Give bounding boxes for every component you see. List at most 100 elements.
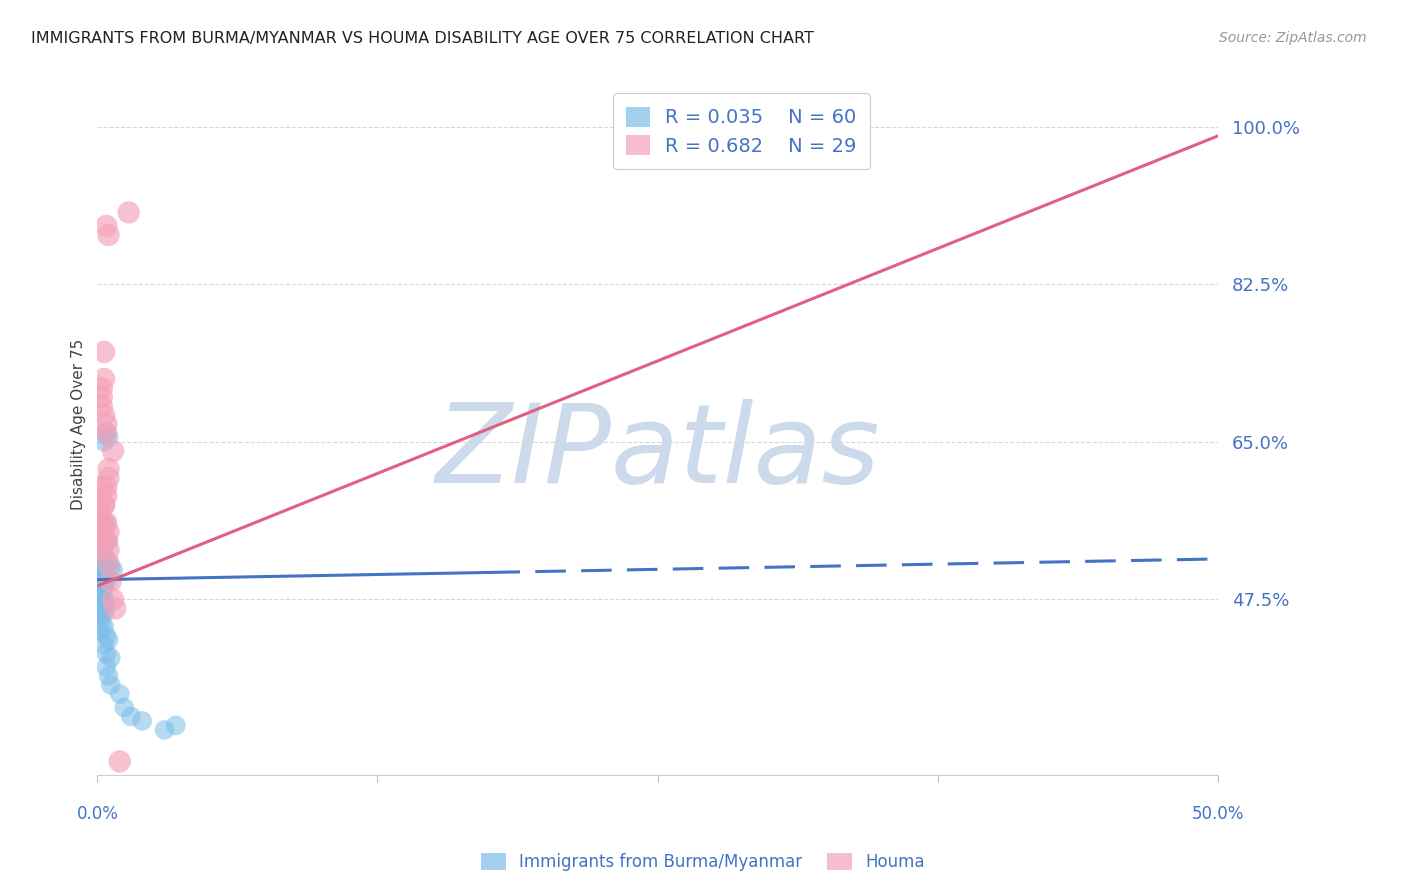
Point	[90, 599, 112, 613]
Point	[96, 516, 118, 530]
Point	[97, 557, 120, 571]
Point	[90, 529, 112, 543]
Point	[90, 571, 112, 585]
Point	[101, 592, 124, 607]
Text: 50.0%: 50.0%	[1191, 805, 1244, 823]
Point	[96, 516, 118, 530]
Point	[100, 561, 122, 575]
Point	[96, 417, 118, 431]
Point	[90, 590, 112, 604]
Text: IMMIGRANTS FROM BURMA/MYANMAR VS HOUMA DISABILITY AGE OVER 75 CORRELATION CHART: IMMIGRANTS FROM BURMA/MYANMAR VS HOUMA D…	[31, 31, 814, 46]
Point	[93, 408, 115, 422]
Point	[96, 660, 118, 674]
Point	[89, 624, 111, 638]
Point	[89, 597, 111, 611]
Point	[131, 714, 153, 728]
Point	[93, 619, 115, 633]
Point	[90, 390, 112, 404]
Point	[93, 577, 115, 591]
Point	[101, 444, 124, 458]
Text: 0.0%: 0.0%	[76, 805, 118, 823]
Point	[93, 578, 115, 592]
Point	[90, 381, 112, 395]
Point	[97, 430, 120, 444]
Point	[93, 574, 115, 589]
Point	[93, 606, 115, 620]
Point	[96, 647, 118, 661]
Point	[90, 572, 112, 586]
Point	[93, 498, 115, 512]
Point	[90, 583, 112, 598]
Point	[96, 489, 118, 503]
Point	[89, 561, 111, 575]
Point	[97, 227, 120, 242]
Point	[97, 669, 120, 683]
Point	[96, 533, 118, 548]
Point	[89, 570, 111, 584]
Point	[90, 581, 112, 595]
Point	[97, 557, 120, 571]
Point	[96, 425, 118, 440]
Point	[97, 632, 120, 647]
Point	[93, 591, 115, 606]
Text: ZIPatlas: ZIPatlas	[436, 399, 880, 506]
Point	[96, 566, 118, 580]
Point	[90, 566, 112, 580]
Point	[93, 520, 115, 534]
Legend: R = 0.035    N = 60, R = 0.682    N = 29: R = 0.035 N = 60, R = 0.682 N = 29	[613, 94, 870, 169]
Point	[93, 345, 115, 359]
Point	[93, 637, 115, 651]
Text: Source: ZipAtlas.com: Source: ZipAtlas.com	[1219, 31, 1367, 45]
Point	[90, 516, 112, 530]
Point	[104, 601, 127, 615]
Point	[90, 615, 112, 629]
Point	[100, 651, 122, 665]
Point	[93, 597, 115, 611]
Point	[108, 755, 131, 769]
Point	[96, 552, 118, 566]
Point	[97, 462, 120, 476]
Point	[89, 533, 111, 548]
Point	[96, 561, 118, 575]
Y-axis label: Disability Age Over 75: Disability Age Over 75	[72, 338, 86, 509]
Point	[89, 543, 111, 558]
Point	[101, 563, 124, 577]
Point	[100, 678, 122, 692]
Point	[90, 399, 112, 413]
Point	[93, 548, 115, 562]
Point	[89, 507, 111, 521]
Point	[165, 718, 187, 732]
Point	[90, 480, 112, 494]
Point	[90, 552, 112, 566]
Point	[153, 723, 176, 737]
Point	[89, 568, 111, 582]
Point	[90, 601, 112, 615]
Point	[100, 574, 122, 589]
Point	[93, 498, 115, 512]
Point	[89, 588, 111, 602]
Point	[93, 529, 115, 543]
Point	[96, 575, 118, 590]
Point	[89, 595, 111, 609]
Point	[112, 700, 135, 714]
Point	[93, 434, 115, 449]
Legend: Immigrants from Burma/Myanmar, Houma: Immigrants from Burma/Myanmar, Houma	[472, 845, 934, 880]
Point	[90, 593, 112, 607]
Point	[89, 579, 111, 593]
Point	[96, 425, 118, 440]
Point	[89, 610, 111, 624]
Point	[93, 372, 115, 386]
Point	[97, 471, 120, 485]
Point	[96, 628, 118, 642]
Point	[93, 557, 115, 571]
Point	[93, 573, 115, 587]
Point	[97, 543, 120, 558]
Point	[97, 524, 120, 539]
Point	[120, 709, 142, 723]
Point	[96, 480, 118, 494]
Point	[97, 533, 120, 548]
Point	[96, 600, 118, 615]
Point	[96, 219, 118, 233]
Point	[118, 205, 141, 219]
Point	[108, 687, 131, 701]
